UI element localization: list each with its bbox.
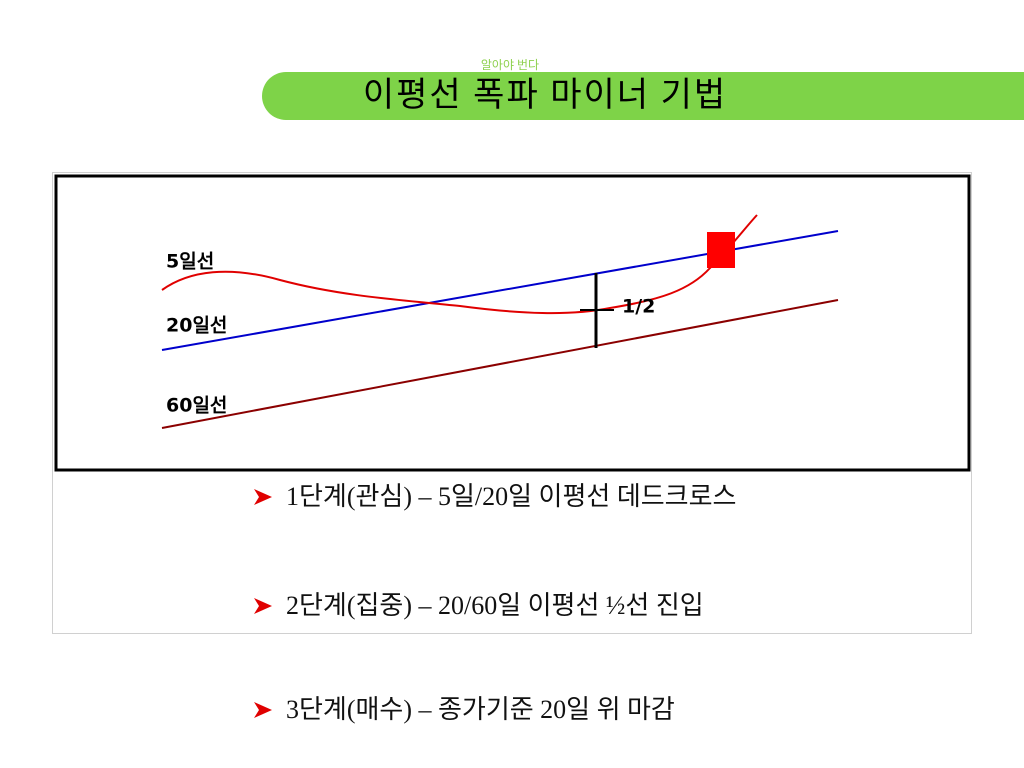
diagram-frame <box>54 174 971 472</box>
title: 이평선 폭파 마이너 기법 <box>362 77 728 114</box>
half-label: 1/2 <box>622 296 655 318</box>
bullet-marker <box>254 489 272 505</box>
ma60-line <box>161 299 839 429</box>
ma5-line <box>161 214 758 315</box>
bullet-markers <box>254 489 272 718</box>
candle <box>707 232 735 268</box>
line-label: 20일선 <box>166 315 227 337</box>
bullet-marker <box>254 702 272 718</box>
line-label: 60일선 <box>166 395 227 417</box>
bullet-marker <box>254 598 272 614</box>
bullet-text: 3단계(매수) – 종가기준 20일 위 마감 <box>286 695 675 724</box>
subtitle: 알아야 번다 <box>480 58 540 72</box>
title-bar <box>262 72 1024 120</box>
line-label: 5일선 <box>166 251 214 273</box>
content-box <box>52 172 972 634</box>
bullet-text: 1단계(관심) – 5일/20일 이평선 데드크로스 <box>286 482 737 511</box>
bullet-text: 2단계(집중) – 20/60일 이평선 ½선 진입 <box>286 591 704 620</box>
